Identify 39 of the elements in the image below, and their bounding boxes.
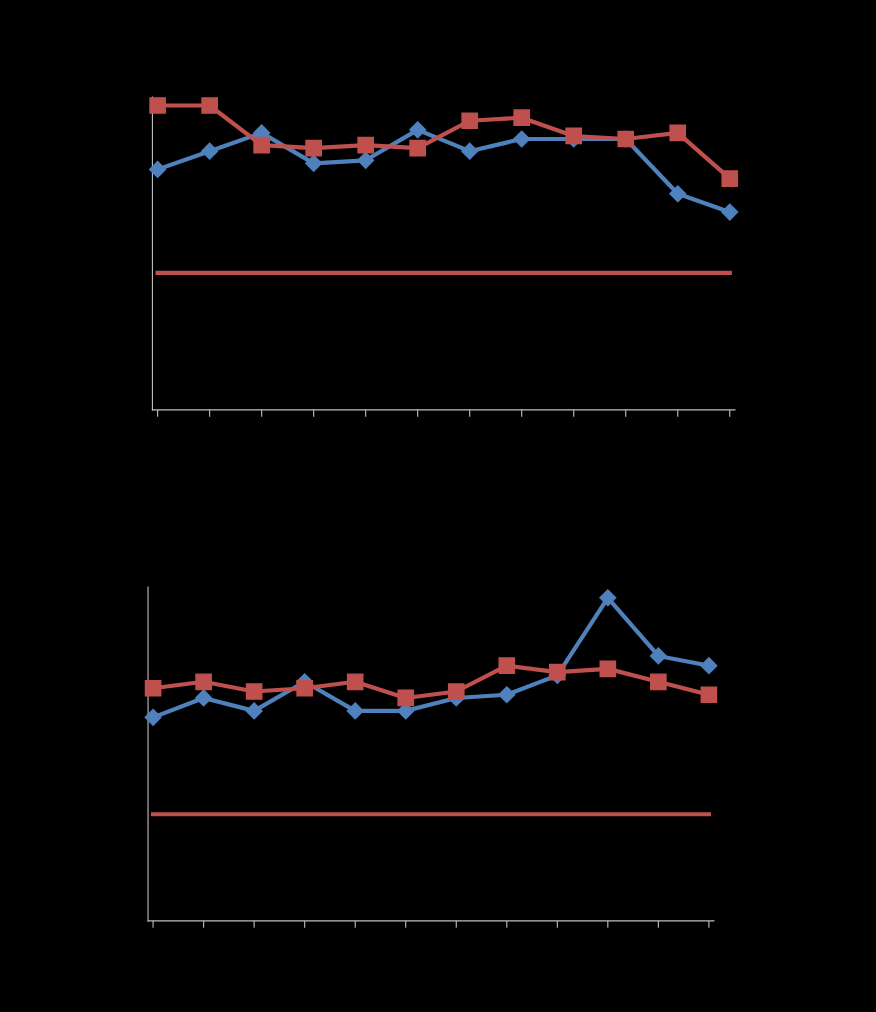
point <box>149 160 167 178</box>
point <box>447 683 465 700</box>
point <box>700 686 718 704</box>
point <box>409 121 427 139</box>
point <box>245 683 263 700</box>
point <box>599 660 617 678</box>
point <box>357 151 375 169</box>
point <box>461 142 479 160</box>
point <box>346 702 364 720</box>
point <box>498 657 516 674</box>
point <box>548 663 566 681</box>
point <box>357 136 375 154</box>
point <box>397 689 415 707</box>
point <box>305 139 322 157</box>
point <box>149 97 166 114</box>
point <box>513 130 531 148</box>
point <box>245 702 263 720</box>
point <box>144 679 162 697</box>
point <box>513 109 531 127</box>
point <box>599 589 617 607</box>
point <box>669 124 687 142</box>
point <box>305 154 323 172</box>
point <box>409 139 427 157</box>
point <box>346 673 364 691</box>
point <box>195 689 213 707</box>
point <box>195 673 212 691</box>
point <box>498 686 516 704</box>
point <box>721 203 739 221</box>
point <box>700 657 718 675</box>
point <box>253 136 270 154</box>
point <box>201 97 218 114</box>
point <box>721 170 739 187</box>
point <box>461 112 479 130</box>
point <box>669 185 687 203</box>
point <box>201 142 219 160</box>
point <box>144 708 162 726</box>
point <box>649 647 667 665</box>
point <box>650 673 667 691</box>
point <box>296 679 314 697</box>
